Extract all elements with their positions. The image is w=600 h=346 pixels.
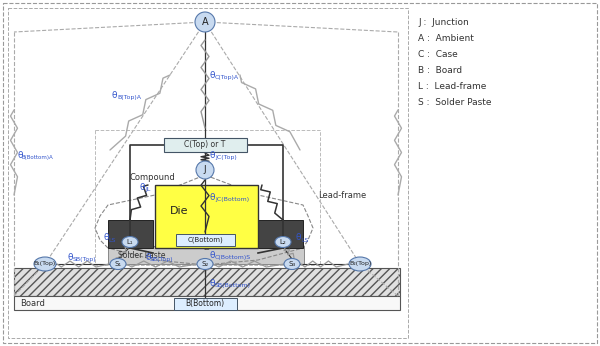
Text: C(Bottom)S: C(Bottom)S xyxy=(215,255,251,260)
Text: L :  Lead-frame: L : Lead-frame xyxy=(418,82,487,91)
Bar xyxy=(14,268,400,296)
Text: JL: JL xyxy=(145,188,151,192)
Text: B₁(Top): B₁(Top) xyxy=(34,262,56,266)
Text: B :  Board: B : Board xyxy=(418,66,462,75)
Text: θ: θ xyxy=(112,91,118,100)
Text: C(Top) or T: C(Top) or T xyxy=(184,140,226,149)
Ellipse shape xyxy=(110,258,126,270)
Text: θ: θ xyxy=(103,234,109,243)
Text: θ: θ xyxy=(210,193,215,202)
Text: C(Top)A: C(Top)A xyxy=(215,74,239,80)
Text: B(Top)A: B(Top)A xyxy=(117,94,141,100)
Text: S₂: S₂ xyxy=(202,261,209,267)
Text: S₁: S₁ xyxy=(115,261,122,267)
Ellipse shape xyxy=(284,258,300,270)
Text: Solder Paste: Solder Paste xyxy=(118,251,166,260)
Ellipse shape xyxy=(34,257,56,271)
Text: θ: θ xyxy=(145,254,151,263)
FancyBboxPatch shape xyxy=(176,234,235,246)
Text: θ: θ xyxy=(210,151,215,160)
Text: Lead-frame: Lead-frame xyxy=(318,191,366,200)
Text: θ: θ xyxy=(210,71,215,80)
Text: B(Bottom)A: B(Bottom)A xyxy=(22,155,54,160)
Bar xyxy=(258,220,303,248)
Text: B(Bottom): B(Bottom) xyxy=(185,299,224,308)
Text: θ: θ xyxy=(140,183,146,192)
Text: SB(Bottom): SB(Bottom) xyxy=(215,283,251,289)
Text: θ: θ xyxy=(210,280,215,289)
Text: θ: θ xyxy=(296,234,302,243)
Text: S :  Solder Paste: S : Solder Paste xyxy=(418,98,491,107)
Text: θ: θ xyxy=(17,151,23,160)
Text: S₃: S₃ xyxy=(289,261,296,267)
Ellipse shape xyxy=(349,257,371,271)
Circle shape xyxy=(196,161,214,179)
Circle shape xyxy=(195,12,215,32)
Ellipse shape xyxy=(275,237,291,247)
Text: LS: LS xyxy=(301,237,308,243)
Bar xyxy=(108,220,153,248)
Text: L₂: L₂ xyxy=(280,239,286,245)
Text: J: J xyxy=(203,165,206,174)
Text: Die: Die xyxy=(170,207,188,217)
Text: C(Bottom): C(Bottom) xyxy=(187,236,223,243)
FancyBboxPatch shape xyxy=(173,298,236,310)
Text: C :  Case: C : Case xyxy=(418,50,458,59)
Text: Board: Board xyxy=(20,300,45,309)
Text: A :  Ambient: A : Ambient xyxy=(418,34,474,43)
Ellipse shape xyxy=(122,237,138,247)
Text: Compound: Compound xyxy=(130,173,176,182)
FancyBboxPatch shape xyxy=(163,137,247,152)
Text: JC(Bottom): JC(Bottom) xyxy=(215,198,249,202)
Bar xyxy=(14,296,400,310)
Text: SB(Top): SB(Top) xyxy=(73,257,97,263)
Text: J :  Junction: J : Junction xyxy=(418,18,469,27)
Text: SB(Top): SB(Top) xyxy=(150,257,173,263)
Bar xyxy=(155,185,258,248)
Text: θ: θ xyxy=(68,254,74,263)
Bar xyxy=(8,8,408,338)
Text: θ: θ xyxy=(210,251,215,260)
Text: JC(Top): JC(Top) xyxy=(215,155,237,160)
Text: L₁: L₁ xyxy=(127,239,133,245)
Text: LS: LS xyxy=(108,237,115,243)
Text: A: A xyxy=(202,17,208,27)
Text: B₂(Top): B₂(Top) xyxy=(349,262,371,266)
Bar xyxy=(108,246,304,264)
Ellipse shape xyxy=(197,258,213,270)
